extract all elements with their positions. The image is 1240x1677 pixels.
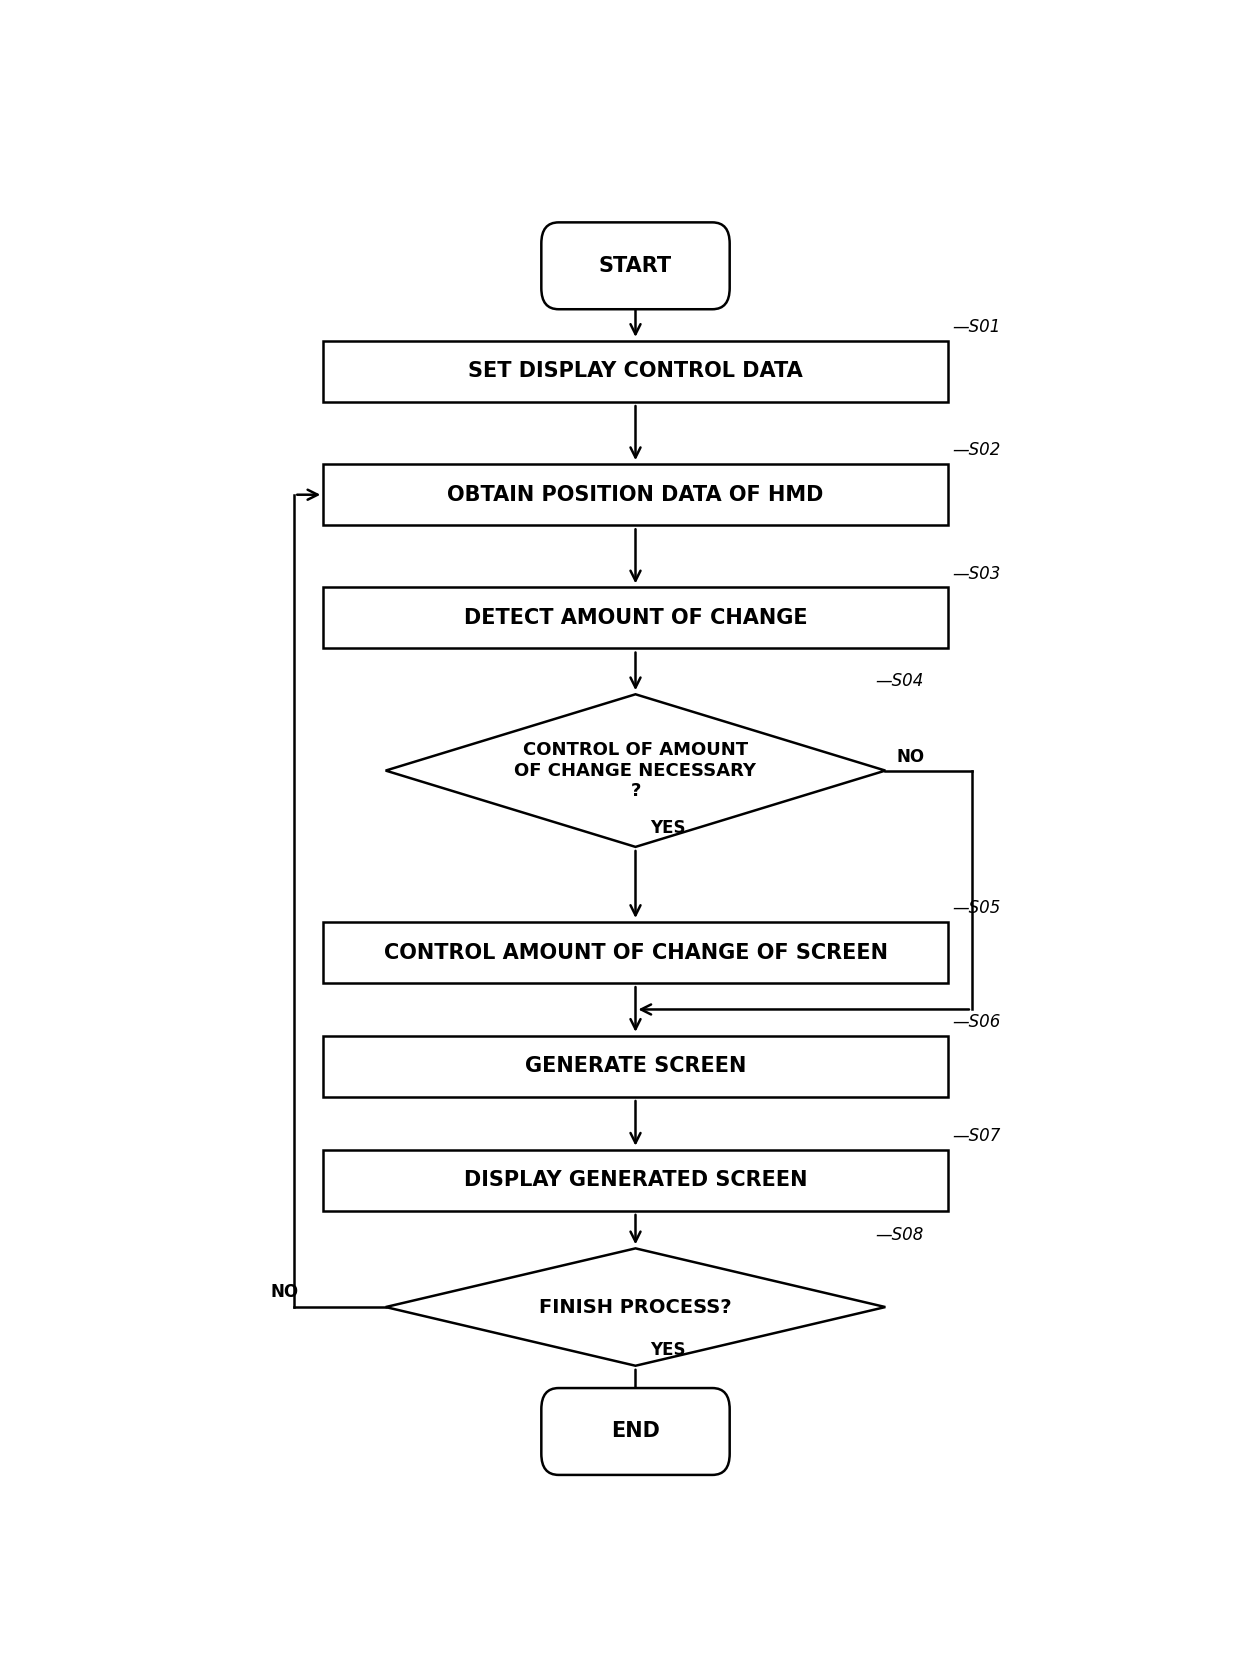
- Bar: [324, 1036, 947, 1097]
- Bar: [324, 587, 947, 649]
- Text: OBTAIN POSITION DATA OF HMD: OBTAIN POSITION DATA OF HMD: [448, 485, 823, 505]
- Text: GENERATE SCREEN: GENERATE SCREEN: [525, 1057, 746, 1077]
- Text: SET DISPLAY CONTROL DATA: SET DISPLAY CONTROL DATA: [469, 362, 802, 381]
- Text: —S04: —S04: [875, 671, 924, 689]
- Text: NO: NO: [897, 748, 925, 766]
- Text: DISPLAY GENERATED SCREEN: DISPLAY GENERATED SCREEN: [464, 1171, 807, 1191]
- Text: YES: YES: [650, 820, 686, 837]
- Text: CONTROL OF AMOUNT
OF CHANGE NECESSARY
?: CONTROL OF AMOUNT OF CHANGE NECESSARY ?: [515, 741, 756, 800]
- Polygon shape: [386, 694, 885, 847]
- Bar: [324, 922, 947, 983]
- Text: —S03: —S03: [952, 565, 1001, 584]
- FancyBboxPatch shape: [542, 1389, 729, 1476]
- Polygon shape: [386, 1248, 885, 1365]
- FancyBboxPatch shape: [542, 223, 729, 309]
- Text: —S02: —S02: [952, 441, 1001, 459]
- Text: —S01: —S01: [952, 319, 1001, 337]
- Text: —S08: —S08: [875, 1226, 924, 1244]
- Text: START: START: [599, 257, 672, 275]
- Text: —S05: —S05: [952, 899, 1001, 917]
- Text: DETECT AMOUNT OF CHANGE: DETECT AMOUNT OF CHANGE: [464, 609, 807, 627]
- Text: —S06: —S06: [952, 1013, 1001, 1031]
- Text: CONTROL AMOUNT OF CHANGE OF SCREEN: CONTROL AMOUNT OF CHANGE OF SCREEN: [383, 942, 888, 963]
- Bar: [324, 1150, 947, 1211]
- Text: NO: NO: [270, 1283, 299, 1301]
- Text: FINISH PROCESS?: FINISH PROCESS?: [539, 1298, 732, 1316]
- Text: YES: YES: [650, 1340, 686, 1358]
- Text: END: END: [611, 1422, 660, 1442]
- Bar: [324, 465, 947, 525]
- Bar: [324, 340, 947, 402]
- Text: —S07: —S07: [952, 1127, 1001, 1145]
